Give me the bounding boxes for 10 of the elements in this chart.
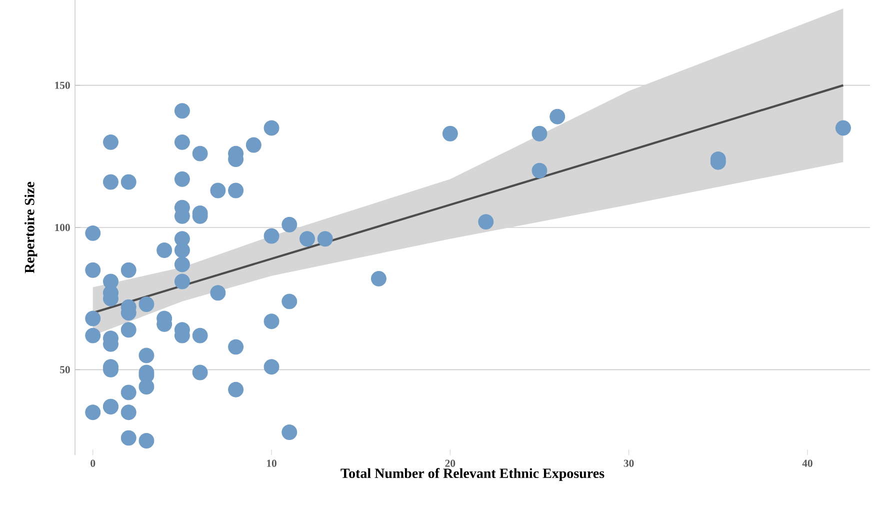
x-tick-label: 30 (624, 460, 634, 467)
x-axis-title: Total Number of Relevant Ethnic Exposures (340, 468, 604, 481)
x-tick-label: 40 (802, 460, 812, 467)
x-tick-label: 20 (445, 460, 456, 467)
x-tick-label: 0 (90, 460, 96, 467)
x-tick-label: 10 (267, 460, 276, 467)
y-tick-label: 150 (55, 82, 70, 89)
y-tick-label: 50 (60, 366, 70, 374)
y-tick-label: 100 (55, 224, 70, 232)
y-axis-title: Repertoire Size (24, 182, 38, 274)
